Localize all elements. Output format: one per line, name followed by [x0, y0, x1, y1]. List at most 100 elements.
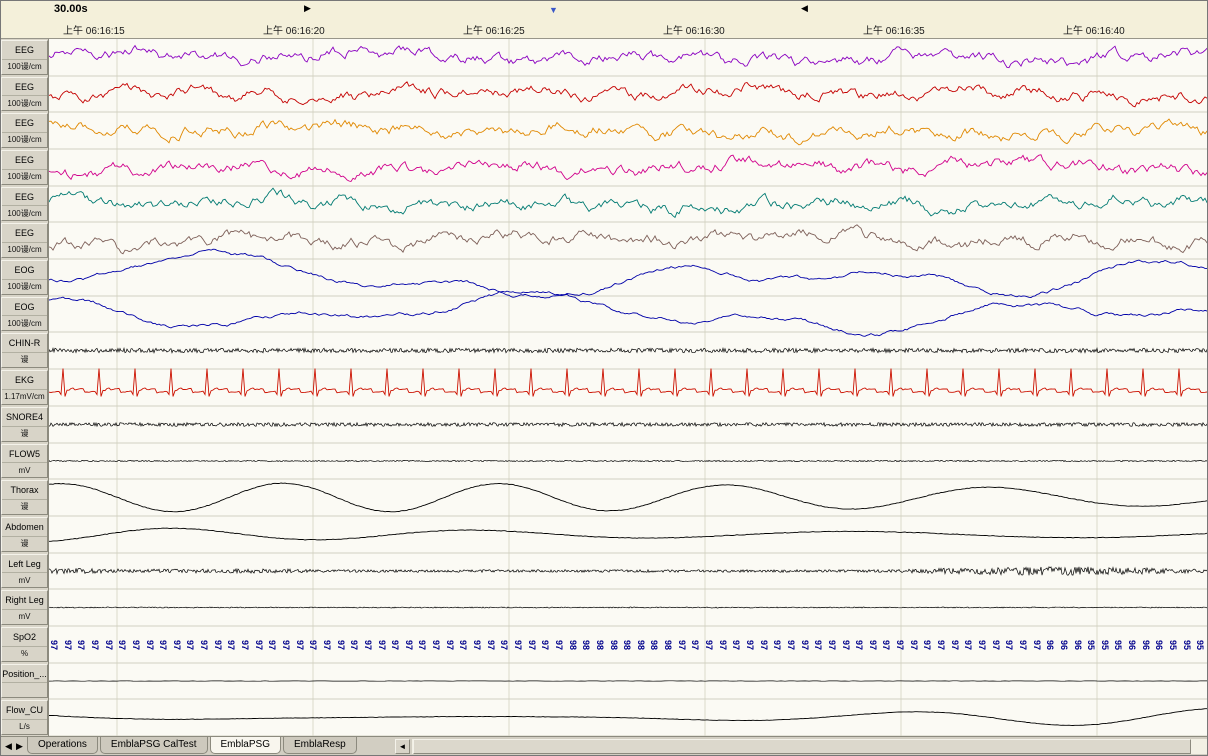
channel-name: EOG [2, 298, 47, 317]
channel-name: Left Leg [2, 555, 47, 574]
spo2-value: 97 [103, 639, 114, 650]
spo2-value: 96 [1045, 639, 1056, 650]
spo2-value: 97 [403, 639, 414, 650]
trace-eeg [49, 187, 1207, 219]
channel-label-column: EEG 100谩/cm EEG 100谩/cm EEG 100谩/cm EEG 100谩/cm… [1, 39, 49, 736]
tab-emblaresp[interactable]: EmblaResp [282, 737, 357, 754]
spo2-value: 97 [908, 639, 919, 650]
marker-right-icon[interactable]: ▶ [304, 3, 311, 13]
tab-operations[interactable]: Operations [27, 737, 98, 754]
spo2-value: 97 [1031, 639, 1042, 650]
spo2-value: 98 [622, 639, 633, 650]
spo2-value: 97 [690, 639, 701, 650]
channel-label-eeg[interactable]: EEG 100谩/cm [1, 40, 48, 75]
bottom-tab-bar: ◀ ▶ Operations EmblaPSG CalTest EmblaPSG Em… [1, 736, 1207, 755]
trace-flow-cu [49, 708, 1207, 726]
trace-right-leg [49, 606, 1207, 609]
channel-name: SNORE4 [2, 408, 47, 427]
spo2-value: 97 [185, 639, 196, 650]
channel-sensitivity: 100谩/cm [7, 135, 42, 145]
channel-name: EOG [2, 261, 47, 280]
spo2-value: 97 [458, 639, 469, 650]
spo2-value: 97 [349, 639, 360, 650]
marker-down-icon[interactable]: ▼ [549, 5, 558, 15]
trace-eeg [49, 44, 1207, 69]
spo2-value: 97 [526, 639, 537, 650]
tab-scroll-left-icon[interactable]: ◀ [5, 741, 12, 751]
spo2-value: 97 [963, 639, 974, 650]
spo2-value: 97 [867, 639, 878, 650]
spo2-value: 97 [540, 639, 551, 650]
spo2-value: 97 [49, 639, 59, 650]
channel-label-flow-cu[interactable]: Flow_CU L/s [1, 700, 48, 735]
spo2-value: 97 [431, 639, 442, 650]
channel-label-abdomen[interactable]: Abdomen 谩 [1, 517, 48, 552]
channel-label-eeg[interactable]: EEG 100谩/cm [1, 150, 48, 185]
channel-label-snore4[interactable]: SNORE4 谩 [1, 407, 48, 442]
channel-label-eeg[interactable]: EEG 100谩/cm [1, 77, 48, 111]
channel-label-eeg[interactable]: EEG 100谩/cm [1, 187, 48, 221]
sheet-tabs: Operations EmblaPSG CalTest EmblaPSG EmblaR… [27, 737, 359, 755]
channel-label-thorax[interactable]: Thorax 谩 [1, 480, 48, 515]
channel-sensitivity: 100谩/cm [7, 245, 42, 255]
spo2-value: 97 [499, 639, 510, 650]
spo2-value: 97 [267, 639, 278, 650]
trace-eog [49, 248, 1207, 299]
tab-emblapsg-caltest[interactable]: EmblaPSG CalTest [99, 737, 208, 754]
time-tick-label: 上午 06:16:20 [263, 26, 325, 37]
channel-label-eog[interactable]: EOG 100谩/cm [1, 297, 48, 331]
channel-sensitivity: 100谩/cm [7, 62, 42, 72]
hscroll-left-button[interactable]: ◄ [395, 739, 410, 754]
channel-name: SpO2 [2, 628, 47, 647]
time-tick-label: 上午 06:16:40 [1063, 26, 1125, 37]
spo2-value: 97 [130, 639, 141, 650]
channel-label-chin-r[interactable]: CHIN-R 谩 [1, 333, 48, 368]
horizontal-scrollbar-thumb[interactable] [413, 739, 1191, 754]
channel-name: EEG [2, 224, 47, 243]
spo2-value: 97 [977, 639, 987, 650]
channel-name: EEG [2, 114, 47, 133]
channel-name: FLOW5 [2, 445, 47, 464]
time-tick-label: 上午 06:16:25 [463, 26, 525, 37]
spo2-value: 97 [895, 639, 906, 650]
channel-sensitivity: L/s [19, 722, 30, 732]
spo2-value: 97 [922, 639, 933, 650]
spo2-value: 97 [212, 639, 223, 650]
spo2-value: 98 [608, 639, 619, 650]
tab-emblapsg[interactable]: EmblaPSG [209, 737, 281, 754]
channel-sensitivity: 100谩/cm [7, 172, 42, 182]
channel-sensitivity: 谩 [20, 429, 29, 439]
spo2-value: 95 [1195, 639, 1206, 650]
spo2-value: 97 [949, 639, 960, 650]
spo2-value: 97 [1017, 639, 1028, 650]
channel-label-eeg[interactable]: EEG 100谩/cm [1, 113, 48, 148]
channel-label-position-[interactable]: Position_... [1, 664, 48, 698]
trace-left-leg [49, 566, 1207, 576]
spo2-value: 97 [308, 639, 319, 650]
channel-label-flow5[interactable]: FLOW5 mV [1, 444, 48, 478]
spo2-value: 97 [1004, 639, 1015, 650]
channel-label-right-leg[interactable]: Right Leg mV [1, 590, 48, 625]
channel-sensitivity: mV [18, 465, 31, 475]
channel-sensitivity: 1.17mV/cm [4, 392, 45, 402]
spo2-value: 98 [663, 639, 674, 650]
horizontal-scrollbar[interactable] [412, 739, 1207, 754]
channel-label-eog[interactable]: EOG 100谩/cm [1, 260, 48, 295]
spo2-value: 97 [758, 639, 769, 650]
spo2-value: 95 [1181, 639, 1192, 650]
spo2-value: 97 [240, 639, 251, 650]
trace-eog [49, 290, 1207, 337]
tab-scroll-right-icon[interactable]: ▶ [16, 741, 23, 751]
channel-label-left-leg[interactable]: Left Leg mV [1, 554, 48, 588]
spo2-value: 96 [1127, 639, 1138, 650]
waveform-canvas [49, 39, 1207, 736]
channel-sensitivity: mV [18, 575, 31, 585]
trace-flow5 [49, 459, 1207, 463]
channel-sensitivity: 100谩/cm [7, 318, 42, 328]
channel-label-eeg[interactable]: EEG 100谩/cm [1, 223, 48, 258]
spo2-value: 97 [117, 639, 128, 650]
channel-label-ekg[interactable]: EKG 1.17mV/cm [1, 370, 48, 405]
channel-label-spo2[interactable]: SpO2% [1, 627, 48, 662]
marker-left-icon[interactable]: ◀ [801, 3, 808, 13]
channel-name: CHIN-R [2, 334, 47, 353]
